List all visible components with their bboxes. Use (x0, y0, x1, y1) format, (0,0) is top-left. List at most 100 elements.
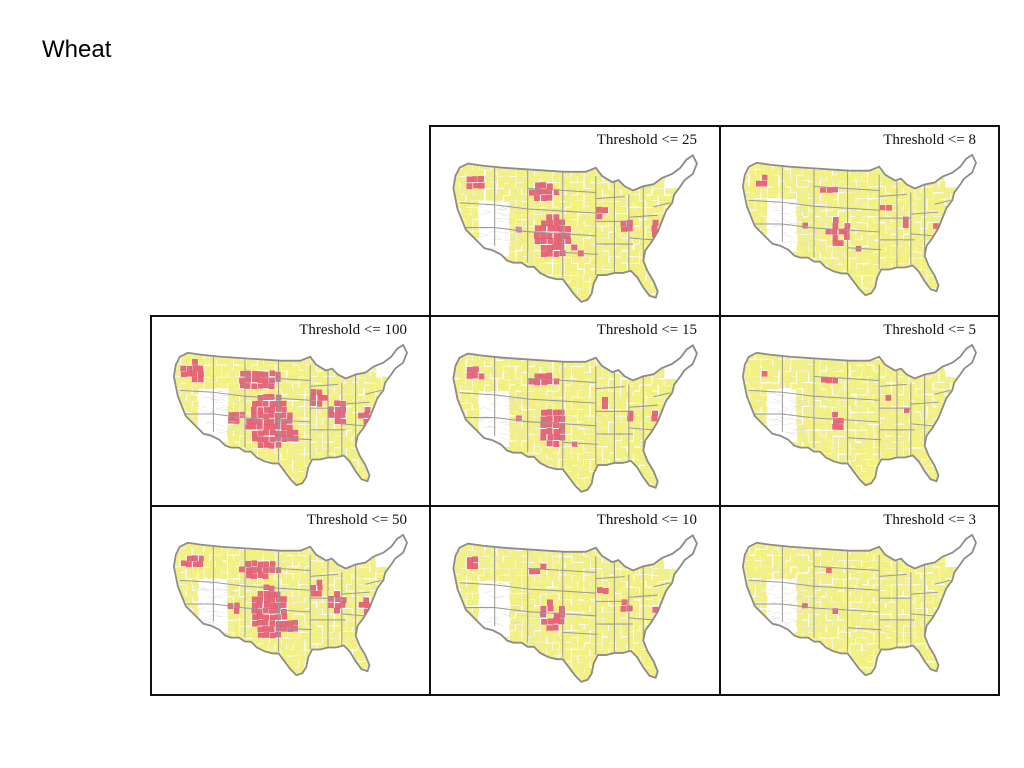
county-cell (447, 202, 453, 208)
county-cell (382, 477, 388, 484)
county-cell (695, 244, 697, 251)
county-cell (696, 288, 697, 295)
county-cell (742, 353, 744, 359)
county-line (804, 238, 812, 241)
county-cell (897, 157, 904, 163)
county-cell (459, 195, 466, 202)
county-cell (778, 359, 785, 366)
county-cell (880, 154, 887, 157)
county-cell (566, 207, 572, 214)
county-cell (601, 466, 608, 473)
county-cell (689, 293, 696, 300)
county-cell (515, 379, 522, 386)
county-cell (820, 344, 827, 348)
county-cell (968, 198, 974, 204)
county-cell (702, 196, 708, 202)
county-cell (785, 490, 790, 495)
county-cell (453, 225, 460, 232)
county-cell (405, 412, 408, 419)
county-cell (927, 228, 934, 235)
county-cell (535, 307, 541, 313)
county-cell (340, 359, 347, 366)
county-cell (175, 490, 180, 495)
county-cell (627, 307, 633, 313)
county-cell (168, 418, 173, 423)
county-cell (369, 418, 376, 425)
county-cell (755, 336, 760, 341)
county-cell (369, 395, 376, 401)
county-cell (749, 336, 754, 341)
county-highlight (546, 428, 553, 435)
county-cell (234, 478, 240, 484)
county-cell (659, 497, 665, 503)
county-cell (589, 175, 596, 182)
county-cell (986, 240, 991, 245)
county-cell (803, 490, 808, 495)
county-cell (602, 251, 609, 258)
county-cell (868, 204, 875, 211)
county-cell (490, 347, 497, 354)
county-cell (677, 238, 684, 245)
county-cell (614, 373, 621, 380)
county-highlight (535, 188, 541, 195)
county-highlight (761, 174, 768, 181)
county-cell (180, 377, 187, 383)
county-cell (281, 382, 288, 389)
county-cell (460, 244, 467, 250)
county-cell (454, 146, 460, 152)
county-highlight (268, 394, 275, 400)
county-cell (838, 158, 844, 164)
county-highlight (281, 419, 287, 425)
county-cell (968, 275, 974, 282)
county-cell (596, 435, 603, 442)
county-cell (484, 490, 491, 492)
county-cell (695, 238, 697, 245)
county-cell (676, 300, 683, 302)
county-cell (485, 452, 492, 459)
county-cell (696, 200, 697, 207)
county-cell (803, 169, 809, 175)
county-cell (731, 146, 736, 151)
county-cell (405, 442, 408, 449)
county-cell (497, 477, 504, 484)
county-cell (658, 282, 665, 289)
county-cell (773, 270, 779, 276)
county-cell (814, 210, 821, 216)
county-cell (334, 471, 340, 478)
county-cell (375, 382, 382, 389)
county-cell (615, 263, 622, 270)
county-cell (228, 336, 233, 341)
county-cell (742, 270, 743, 276)
county-cell (762, 489, 767, 494)
county-cell (328, 401, 335, 407)
county-cell (702, 295, 708, 301)
county-cell (497, 360, 504, 367)
county-cell (784, 169, 790, 176)
county-cell (515, 460, 522, 467)
county-cell (657, 294, 664, 301)
county-cell (558, 379, 565, 386)
county-cell (558, 391, 565, 397)
state-border (341, 423, 366, 427)
county-line (507, 242, 514, 245)
county-cell (571, 428, 578, 434)
county-cell (615, 226, 622, 233)
county-cell (215, 454, 222, 460)
county-line (200, 410, 208, 414)
county-cell (743, 477, 750, 484)
county-cell (577, 219, 584, 226)
county-cell (779, 269, 786, 276)
county-cell (515, 404, 522, 411)
county-cell (382, 430, 389, 437)
county-cell (862, 199, 868, 205)
county-cell (546, 263, 552, 270)
county-cell (838, 175, 844, 181)
county-cell (802, 275, 809, 282)
county-cell (621, 300, 628, 302)
county-cell (240, 344, 247, 348)
county-cell (819, 169, 826, 175)
county-cell (658, 435, 665, 441)
county-cell (867, 269, 873, 276)
county-cell (987, 252, 992, 257)
county-cell (802, 270, 808, 277)
